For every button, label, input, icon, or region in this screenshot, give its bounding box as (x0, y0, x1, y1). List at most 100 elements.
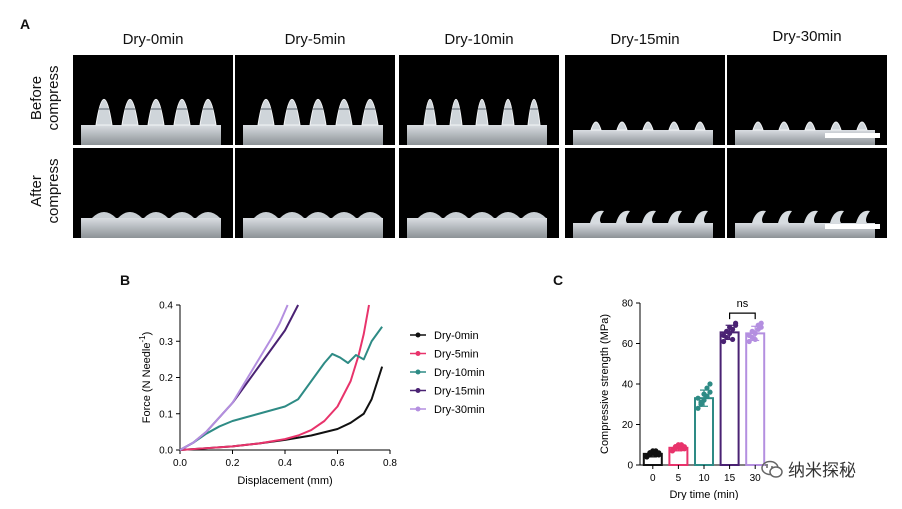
x-tick-label: 0.6 (331, 458, 345, 469)
y-axis-label: Force (N Needle-1) (138, 332, 153, 424)
crushed-needle (196, 212, 220, 218)
microneedle (257, 99, 275, 126)
y-tick-label: 20 (622, 420, 634, 431)
x-tick-label-15: 15 (724, 473, 736, 484)
microneedle (335, 99, 353, 126)
x-tick-label-30: 30 (750, 473, 762, 484)
series-line-3 (179, 304, 300, 451)
intact-needle (590, 210, 604, 223)
microneedle (668, 121, 680, 131)
photo-after-3 (565, 148, 725, 238)
crushed-needle (170, 212, 194, 218)
y-tick-label: 0.2 (159, 373, 173, 384)
substrate-base (243, 125, 383, 145)
data-point-15 (730, 336, 736, 343)
intact-needle (668, 210, 682, 223)
column-label-dry-5min: Dry-5min (284, 31, 346, 48)
legend-label-1: Dry-5min (434, 349, 479, 361)
panel-c-letter: C (553, 272, 564, 288)
data-point-10 (701, 391, 707, 397)
x-tick-label-10: 10 (698, 473, 710, 484)
data-point-30 (749, 328, 755, 334)
data-point-30 (746, 332, 752, 338)
microneedle (590, 121, 602, 131)
row-label-after-compress: After compress (28, 158, 62, 224)
wechat-icon (761, 460, 783, 478)
microneedle (616, 121, 628, 131)
y-tick-label: 0.1 (159, 409, 173, 420)
data-point-30 (746, 338, 752, 345)
x-tick-label: 0.4 (278, 458, 292, 469)
substrate-base (81, 125, 221, 145)
data-point-5 (669, 448, 675, 454)
substrate-base (407, 218, 547, 238)
panel-a-letter: A (20, 16, 31, 32)
intact-needle (752, 210, 766, 223)
data-point-10 (707, 381, 713, 387)
series-line-2 (179, 326, 383, 451)
crushed-needle (280, 212, 304, 218)
intact-needle (694, 210, 708, 223)
crushed-needle (332, 212, 356, 218)
substrate-base (81, 218, 221, 238)
photo-after-1 (235, 148, 395, 238)
photo-before-2 (399, 55, 559, 145)
substrate-base (407, 125, 547, 145)
legend-marker-2 (415, 369, 421, 375)
data-point-15 (727, 324, 733, 330)
bar-30 (745, 332, 766, 466)
y-tick-label: 0.4 (159, 301, 173, 312)
crushed-needle (118, 212, 142, 218)
x-axis-label: Displacement (mm) (237, 475, 332, 487)
photo-before-3 (565, 55, 725, 145)
crushed-needle (470, 212, 494, 218)
crushed-needle (496, 212, 520, 218)
intact-needle (616, 210, 630, 223)
microneedle (309, 99, 327, 126)
data-point-10 (707, 389, 713, 395)
scale-bar (825, 133, 880, 138)
row-label-before-compress: Before compress (28, 65, 62, 131)
microneedle (642, 121, 654, 131)
photo-after-4 (727, 148, 887, 238)
data-point-15 (733, 320, 739, 326)
crushed-needle (306, 212, 330, 218)
microneedle (856, 121, 868, 131)
data-point-5 (681, 444, 687, 450)
column-label-dry-15min: Dry-15min (610, 31, 680, 48)
substrate-base (573, 223, 713, 238)
data-point-5 (675, 442, 681, 448)
intact-needle (804, 210, 818, 223)
significance-label: ns (737, 298, 749, 310)
x-axis-label: Dry time (min) (669, 489, 738, 500)
crushed-needle (522, 212, 546, 218)
compressive-strength-chart: 0 20 40 60 80 0 5 10 15 30 Dry time (min) Compressi… (599, 298, 768, 500)
microneedle (283, 99, 301, 126)
x-tick-label-0: 0 (650, 473, 656, 484)
crushed-needle (418, 212, 442, 218)
data-point-0 (650, 448, 656, 454)
bar-15 (719, 331, 740, 466)
microneedle (527, 99, 541, 126)
panel-b-letter: B (120, 272, 131, 288)
x-tick-label: 0.8 (383, 458, 397, 469)
x-tick-label-5: 5 (676, 473, 682, 484)
intact-needle (830, 210, 844, 223)
legend-label-2: Dry-10min (434, 367, 485, 379)
data-point-15 (724, 328, 730, 334)
crushed-needle (92, 212, 116, 218)
microneedle (199, 99, 217, 126)
legend-marker-1 (415, 351, 421, 356)
microneedle (501, 99, 515, 126)
photo-after-2 (399, 148, 559, 238)
data-point-30 (752, 336, 758, 343)
substrate-base (243, 218, 383, 238)
intact-needle (778, 210, 792, 223)
significance-bracket (729, 312, 756, 320)
legend-marker-0 (415, 332, 421, 338)
microneedle (778, 121, 790, 131)
crushed-needle (358, 212, 382, 218)
watermark: 纳米探秘 (760, 456, 856, 481)
photo-before-1 (235, 55, 395, 145)
y-tick-label: 0 (627, 461, 633, 472)
